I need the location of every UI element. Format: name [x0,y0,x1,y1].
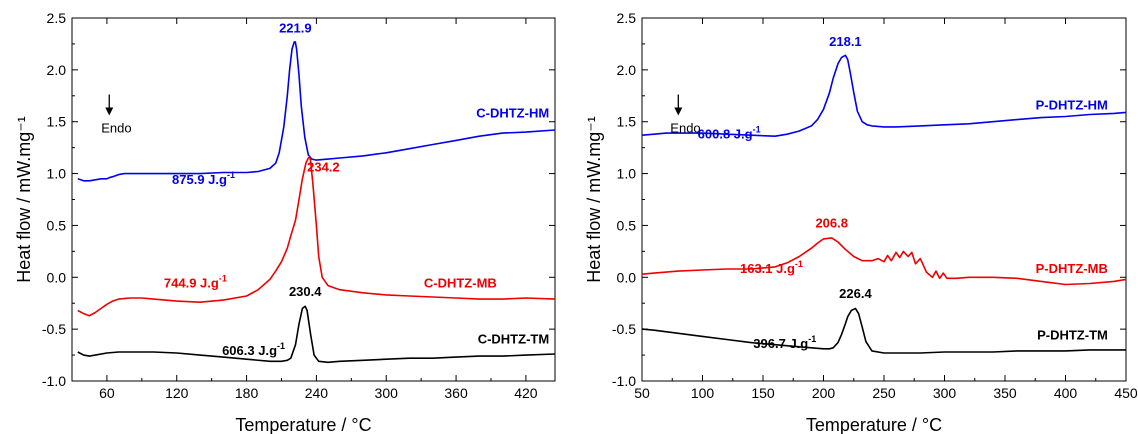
y-tick-label: 0.5 [617,217,637,233]
y-tick-label: -1.0 [42,373,66,389]
x-tick-label: 50 [634,385,650,401]
y-tick-label: 1.5 [47,114,67,130]
chart-panel-1: 60 120 180 240 300 360 420 -1.0 -0.5 0.0 0.5 1.0 1.5… [14,10,556,434]
y-tick-label: 2.5 [617,10,637,26]
annotation-superscript: -1 [277,341,285,351]
endo-label: Endo [101,121,131,136]
annotation-label: 396.7 J.g-1 [753,334,816,351]
x-axis-title: Temperature / °C [806,415,942,434]
x-tick-label: 350 [993,385,1017,401]
series-line-c-dhtz-hm [77,41,556,182]
y-tick-label: 2.0 [47,62,67,78]
endo-arrow-icon [105,94,114,116]
x-tick-label: 300 [375,385,399,401]
chart-panel-2: 50 100 150 200 250 300 350 400 450 -1.0 -0.5 0.0 0.5… [584,10,1138,434]
annotation-label: P-DHTZ-MB [1036,261,1108,276]
annotation-label: 218.1 [829,34,862,49]
annotation-label: 234.2 [307,159,340,174]
annotation-label: C-DHTZ-MB [424,276,497,291]
x-tick-label: 60 [99,385,115,401]
x-tick-label: 100 [691,385,715,401]
x-tick-label: 240 [305,385,329,401]
y-axis-title: Heat flow / mW.mg⁻¹ [584,116,604,283]
annotation-label: C-DHTZ-TM [478,332,549,347]
annotation-label: 230.4 [289,284,322,299]
x-tick-label: 180 [235,385,259,401]
series-line-p-dhtz-hm [641,54,1127,137]
annotation-label: P-DHTZ-HM [1036,97,1108,112]
x-tick-label: 420 [514,385,538,401]
y-tick-label: 2.0 [617,62,637,78]
series-line-p-dhtz-mb [641,237,1127,286]
annotation-label: 206.8 [815,216,848,231]
y-axis-title: Heat flow / mW.mg⁻¹ [14,116,34,283]
y-tick-label: 0.5 [47,217,67,233]
x-tick-label: 300 [933,385,957,401]
x-tick-label: 120 [165,385,189,401]
annotation-label: P-DHTZ-TM [1037,328,1108,343]
y-tick-label: -0.5 [42,321,66,337]
annotation-superscript: -1 [227,170,235,180]
y-tick-label: 1.0 [617,166,637,182]
x-tick-label: 400 [1054,385,1078,401]
x-tick-label: 150 [751,385,775,401]
annotation-superscript: -1 [795,259,803,269]
annotation-label: 606.3 J.g-1 [222,341,285,358]
annotation-label: 163.1 J.g-1 [740,259,803,276]
x-axis-title: Temperature / °C [235,415,371,434]
x-tick-label: 450 [1114,385,1138,401]
x-tick-label: 250 [872,385,896,401]
series-line-p-dhtz-tm [641,307,1126,354]
x-tick-label: 360 [444,385,468,401]
endo-arrow-head [105,107,114,116]
endo-arrow-icon [674,94,683,116]
annotation-superscript: -1 [219,274,227,284]
annotation-label: 600.8 J.g-1 [698,124,761,141]
annotation-label: 744.9 J.g-1 [164,274,227,291]
series-line-c-dhtz-tm [77,305,556,364]
y-tick-label: -1.0 [612,373,636,389]
series-line-c-dhtz-mb [77,156,556,317]
y-tick-label: 1.5 [617,114,637,130]
y-tick-label: 1.0 [47,166,67,182]
x-tick-label: 200 [812,385,836,401]
y-tick-label: 0.0 [47,269,67,285]
annotation-label: 221.9 [279,21,312,36]
y-tick-label: 2.5 [47,10,67,26]
y-tick-label: 0.0 [617,269,637,285]
annotation-label: 875.9 J.g-1 [172,170,235,187]
annotation-superscript: -1 [753,124,761,134]
endo-label: Endo [670,121,700,136]
endo-arrow-head [674,107,683,116]
y-tick-label: -0.5 [612,321,636,337]
annotation-label: C-DHTZ-HM [476,106,549,121]
annotation-superscript: -1 [808,334,816,344]
annotation-label: 226.4 [839,286,872,301]
